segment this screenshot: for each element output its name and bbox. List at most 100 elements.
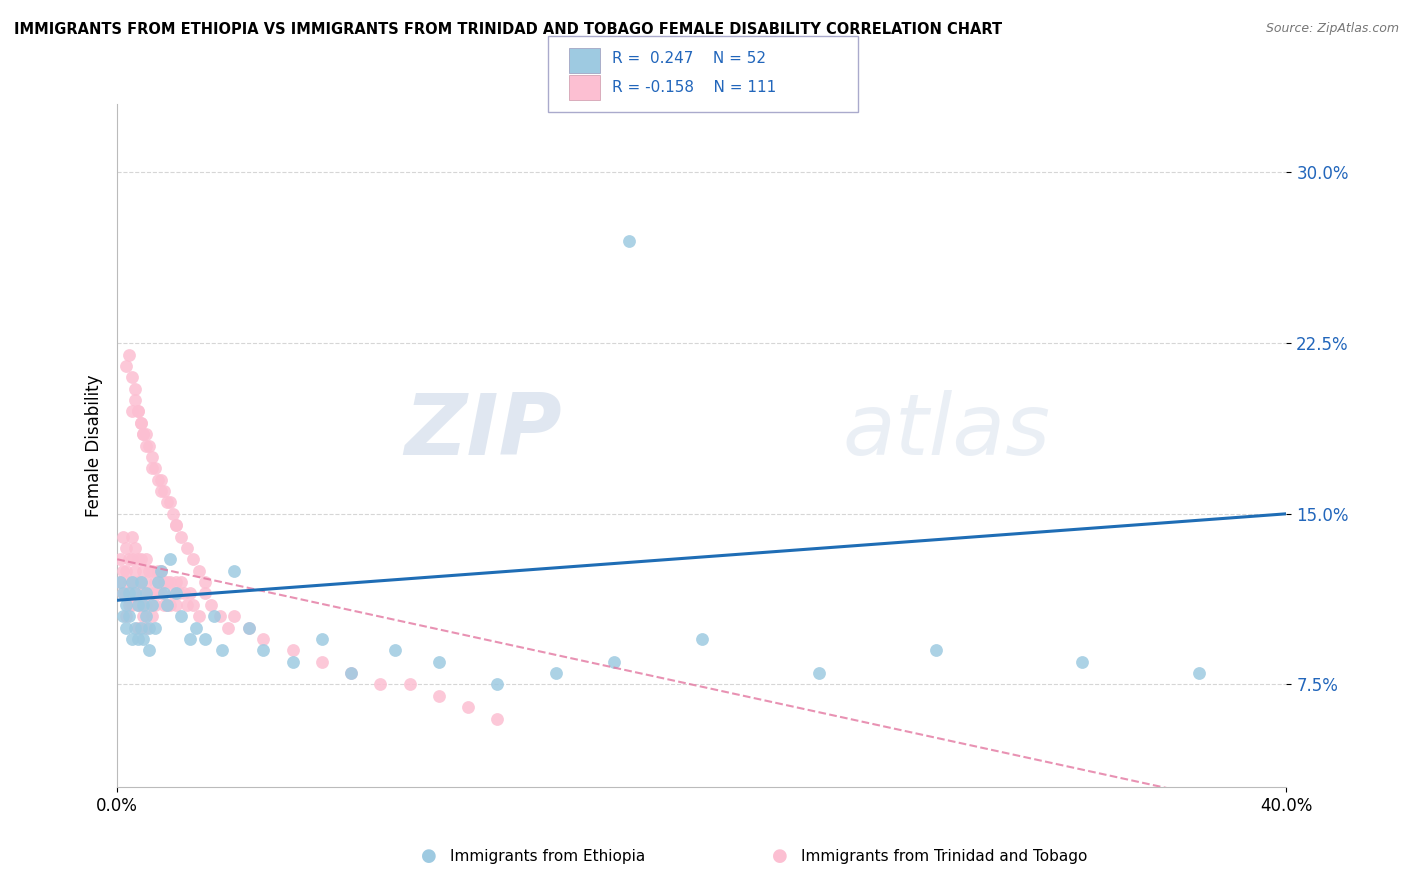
Point [115, 609, 138, 624]
Point [129, 575, 152, 590]
Point [135, 427, 157, 442]
Point [281, 643, 304, 657]
Point [153, 598, 176, 612]
Point [141, 450, 163, 464]
Point [150, 564, 173, 578]
Point [311, 632, 333, 646]
Point [398, 677, 420, 691]
Point [188, 564, 211, 578]
Point [807, 666, 830, 681]
Point [135, 586, 157, 600]
Point [384, 643, 406, 657]
Point [170, 575, 193, 590]
Point [165, 598, 187, 612]
Point [135, 575, 157, 590]
Point [121, 529, 143, 543]
Point [150, 564, 173, 578]
Point [124, 392, 146, 407]
Point [124, 586, 146, 600]
Point [167, 586, 190, 600]
Text: R = -0.158    N = 111: R = -0.158 N = 111 [612, 80, 776, 95]
Point [217, 621, 239, 635]
Point [311, 655, 333, 669]
Point [127, 621, 149, 635]
Point [165, 518, 187, 533]
Point [150, 473, 173, 487]
Point [165, 518, 187, 533]
Point [281, 655, 304, 669]
Point [194, 575, 217, 590]
Text: atlas: atlas [842, 391, 1050, 474]
Point [150, 483, 173, 498]
Point [129, 598, 152, 612]
Point [159, 575, 181, 590]
Point [143, 461, 166, 475]
Point [159, 598, 181, 612]
Point [141, 461, 163, 475]
Point [127, 632, 149, 646]
Point [690, 632, 713, 646]
Point [132, 632, 155, 646]
Text: ●: ● [772, 847, 789, 865]
Point [135, 598, 157, 612]
Point [127, 404, 149, 418]
Point [138, 643, 160, 657]
Point [156, 598, 179, 612]
Point [132, 427, 155, 442]
Point [112, 529, 135, 543]
Y-axis label: Female Disability: Female Disability [86, 375, 103, 516]
Point [129, 416, 152, 430]
Point [115, 586, 138, 600]
Point [129, 575, 152, 590]
Point [156, 495, 179, 509]
Point [252, 643, 274, 657]
Point [165, 586, 187, 600]
Point [170, 609, 193, 624]
Point [156, 575, 179, 590]
Text: Immigrants from Ethiopia: Immigrants from Ethiopia [450, 849, 645, 863]
Point [340, 666, 363, 681]
Point [202, 609, 225, 624]
Point [115, 541, 138, 555]
Point [127, 598, 149, 612]
Point [121, 598, 143, 612]
Point [179, 586, 201, 600]
Text: ZIP: ZIP [404, 391, 561, 474]
Point [141, 609, 163, 624]
Point [194, 632, 217, 646]
Point [1070, 655, 1092, 669]
Point [132, 564, 155, 578]
Point [486, 712, 509, 726]
Point [127, 598, 149, 612]
Point [208, 609, 231, 624]
Point [427, 655, 450, 669]
Point [138, 564, 160, 578]
Point [132, 586, 155, 600]
Point [427, 689, 450, 703]
Point [118, 598, 141, 612]
Point [124, 621, 146, 635]
Point [118, 586, 141, 600]
Point [162, 507, 184, 521]
Point [457, 700, 479, 714]
Point [135, 552, 157, 566]
Point [170, 529, 193, 543]
Point [135, 438, 157, 452]
Point [127, 404, 149, 418]
Point [146, 586, 169, 600]
Point [486, 677, 509, 691]
Point [121, 404, 143, 418]
Point [617, 234, 640, 248]
Point [141, 564, 163, 578]
Point [118, 552, 141, 566]
Point [238, 621, 260, 635]
Point [121, 575, 143, 590]
Point [129, 416, 152, 430]
Point [132, 609, 155, 624]
Point [132, 427, 155, 442]
Point [108, 575, 131, 590]
Point [124, 382, 146, 396]
Point [165, 575, 187, 590]
Point [112, 586, 135, 600]
Point [121, 552, 143, 566]
